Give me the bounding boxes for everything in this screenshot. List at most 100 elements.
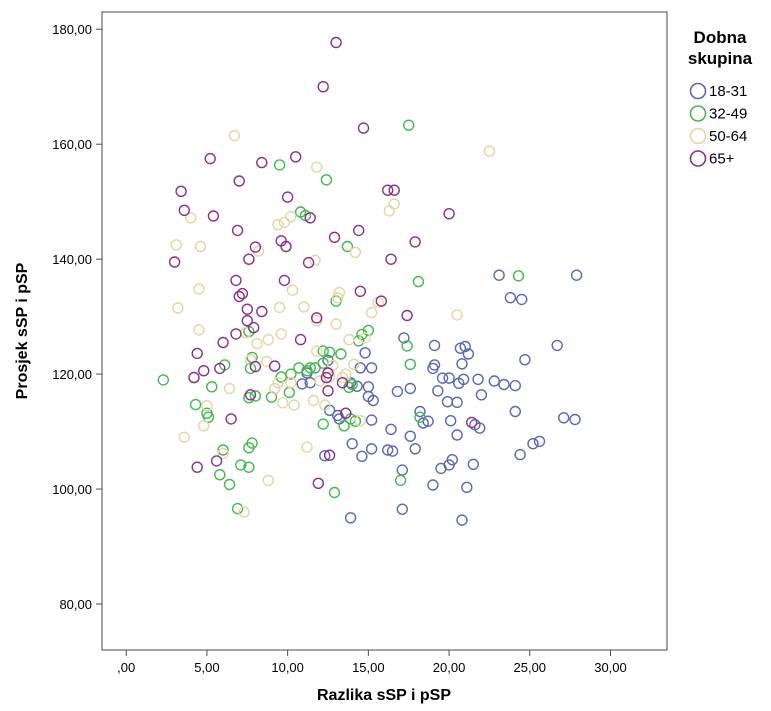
data-point-50-64 [172, 302, 184, 314]
data-point-50-64 [388, 198, 400, 210]
data-point-18-31 [296, 378, 308, 390]
data-point-65+ [243, 253, 255, 265]
x-tick-label: 25,00 [514, 660, 547, 675]
data-point-32-49 [512, 270, 525, 282]
y-axis-ticks: 80,00 100,00 120,00 140,00 160,00 180,00 [52, 22, 102, 612]
data-point-18-31 [344, 377, 357, 389]
data-point-18-31 [519, 354, 531, 366]
x-tick-label: 20,00 [433, 660, 466, 675]
data-point-32-49 [338, 420, 350, 432]
data-point-18-31 [396, 503, 408, 515]
data-point-65+ [323, 449, 336, 461]
legend-marker-18-31 [689, 82, 707, 100]
data-point-18-31 [385, 423, 397, 435]
y-tick-label: 160,00 [52, 137, 92, 152]
data-point-50-64 [483, 145, 496, 157]
data-point-32-49 [206, 381, 218, 393]
data-point-32-49 [235, 459, 247, 471]
data-point-18-31 [514, 448, 526, 461]
y-tick-label: 100,00 [52, 482, 92, 497]
x-axis-ticks: ,00 5,00 10,00 15,00 20,00 25,00 30,00 [117, 650, 627, 675]
data-point-65+ [336, 377, 349, 389]
legend-label: 50-64 [709, 128, 747, 145]
data-point-18-31 [457, 373, 470, 385]
data-point-65+ [311, 312, 323, 324]
data-point-32-49 [401, 340, 413, 352]
data-point-50-64 [298, 301, 310, 313]
data-point-50-64 [314, 375, 326, 387]
data-point-32-49 [320, 174, 333, 186]
data-point-50-64 [343, 333, 355, 346]
data-point-65+ [236, 287, 249, 300]
data-point-50-64 [288, 399, 300, 411]
data-point-50-64 [307, 394, 320, 407]
data-point-50-64 [333, 286, 345, 299]
data-point-65+ [269, 360, 281, 372]
data-point-65+ [188, 371, 200, 384]
data-point-18-31 [456, 358, 468, 370]
data-point-18-31 [509, 405, 521, 418]
data-point-18-31 [359, 347, 371, 359]
data-point-18-31 [404, 382, 416, 395]
data-point-18-31 [446, 454, 458, 466]
data-point-50-64 [251, 337, 263, 350]
data-point-50-64 [238, 506, 250, 518]
data-point-65+ [382, 184, 394, 196]
data-point-50-64 [197, 420, 210, 432]
x-tick-label: 30,00 [594, 660, 627, 675]
legend-title-line-1: Dobna [694, 28, 747, 47]
data-point-50-64 [178, 431, 191, 443]
data-point-65+ [322, 367, 334, 379]
data-point-32-49 [317, 345, 329, 357]
data-point-50-64 [194, 240, 207, 253]
data-point-50-64 [262, 333, 274, 346]
data-point-50-64 [332, 292, 344, 304]
data-point-18-31 [569, 413, 581, 426]
y-tick-label: 120,00 [52, 367, 92, 382]
data-point-65+ [280, 240, 292, 253]
data-point-50-64 [273, 301, 286, 314]
data-point-32-49 [293, 362, 305, 374]
data-point-18-31 [365, 362, 378, 374]
legend-label: 18-31 [709, 83, 747, 100]
data-point-32-49 [317, 418, 329, 430]
x-tick-label: ,00 [117, 660, 135, 675]
data-point-65+ [249, 360, 262, 373]
data-point-65+ [322, 385, 334, 397]
data-point-50-64 [285, 210, 297, 223]
data-point-50-64 [272, 218, 284, 231]
data-point-50-64 [285, 377, 297, 389]
data-point-50-64 [311, 161, 323, 173]
data-point-18-31 [504, 292, 517, 304]
data-point-18-31 [488, 375, 500, 387]
data-point-32-49 [243, 461, 255, 473]
data-point-32-49 [157, 374, 170, 386]
data-point-18-31 [367, 394, 379, 407]
data-point-18-31 [472, 373, 484, 385]
data-point-65+ [244, 389, 257, 401]
data-point-50-64 [365, 306, 378, 319]
data-point-18-31 [332, 409, 344, 422]
data-point-18-31 [344, 512, 357, 524]
data-point-65+ [401, 309, 413, 322]
data-point-32-49 [189, 398, 202, 411]
data-point-50-64 [223, 382, 236, 395]
data-point-18-31 [441, 396, 454, 408]
data-point-65+ [230, 274, 242, 287]
data-point-65+ [357, 122, 370, 134]
data-point-18-31 [459, 340, 471, 353]
data-point-18-31 [346, 438, 358, 450]
data-point-65+ [330, 36, 342, 49]
data-point-18-31 [417, 417, 429, 429]
data-point-50-64 [217, 447, 229, 460]
data-point-32-49 [246, 437, 258, 449]
data-point-32-49 [214, 469, 226, 481]
data-point-32-49 [285, 368, 297, 380]
data-point-18-31 [409, 443, 421, 455]
data-point-18-31 [509, 379, 521, 392]
plot-area-frame [101, 11, 668, 651]
data-point-65+ [409, 236, 421, 248]
data-point-32-49 [301, 365, 313, 377]
data-point-32-49 [414, 411, 426, 423]
